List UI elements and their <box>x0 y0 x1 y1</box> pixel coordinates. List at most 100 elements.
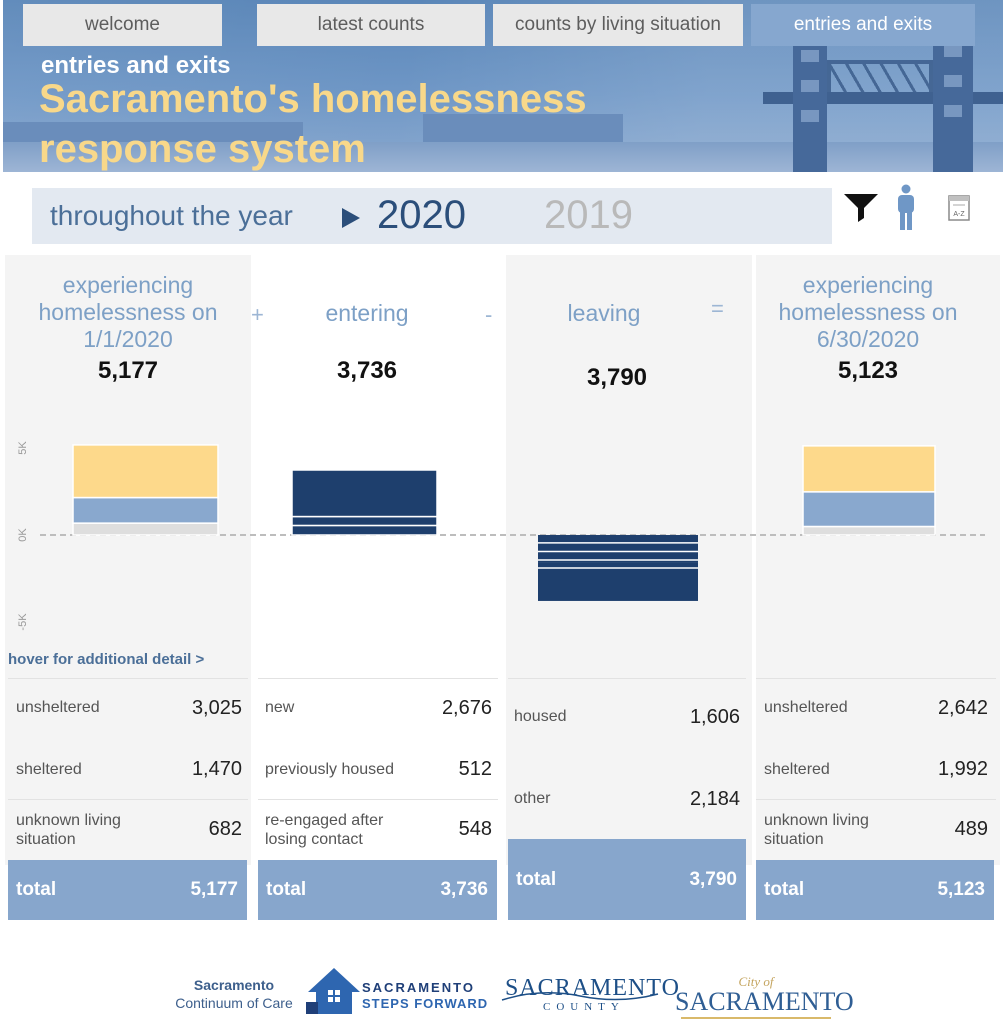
plus-operator: + <box>251 302 264 327</box>
panel-end-population <box>756 255 1000 865</box>
bar-entering-re-engaged-after-losing-contact <box>291 524 438 536</box>
county-word: COUNTY <box>543 1001 625 1013</box>
row-value-re-engaged: 548 <box>458 818 492 840</box>
banner-water <box>3 142 1003 172</box>
page-title: Sacramento's homelessness response syste… <box>39 77 587 171</box>
row-value-previously-housed: 512 <box>458 758 492 780</box>
banner-skyline <box>3 122 303 144</box>
county-swoosh-icon <box>501 992 659 1001</box>
total-value: 5,177 <box>190 879 238 900</box>
coc-line2: Continuum of Care <box>175 995 293 1011</box>
city-name: SACRAMENTO <box>675 987 854 1016</box>
bar-sheltered-start <box>72 496 219 524</box>
row-value-unsheltered-end: 2,642 <box>937 697 988 719</box>
row-label-unknown-end: unknown living situation <box>764 812 869 848</box>
row-label-other: other <box>514 790 551 807</box>
row-value-unsheltered: 3,025 <box>191 697 242 719</box>
row-label-previously-housed: previously housed <box>265 761 394 778</box>
row-label-sheltered-end: sheltered <box>764 761 830 778</box>
bar-leaving-other <box>538 562 698 601</box>
divider <box>258 678 498 679</box>
row-label-housed: housed <box>514 708 567 725</box>
total-label: total <box>516 869 557 890</box>
coc-line1: Sacramento <box>193 977 275 993</box>
panel-value-end: 5,123 <box>837 357 899 384</box>
tab-counts-by-living-situation[interactable]: counts by living situation <box>493 4 743 46</box>
page-subtitle: entries and exits <box>41 52 231 79</box>
total-row-start: total 5,177 <box>8 860 247 920</box>
row-label-new: new <box>265 699 295 716</box>
coc-logo: Sacramento Continuum of Care <box>160 976 308 1012</box>
bar-unknown-living-situation-start <box>72 522 219 536</box>
row-value-unknown: 682 <box>208 818 242 840</box>
year-2019-button[interactable]: 2019 <box>544 193 633 237</box>
panel-title-leaving: leaving <box>567 300 641 326</box>
panel-start-population <box>5 255 251 865</box>
row-label-unknown: unknown living situation <box>16 812 121 848</box>
ssf-line1: SACRAMENTO <box>362 980 475 995</box>
total-row-entering: total 3,736 <box>258 860 497 920</box>
bar-unsheltered-end <box>802 445 936 493</box>
y-tick-label: -5K <box>17 613 29 631</box>
divider <box>8 678 248 679</box>
total-row-end: total 5,123 <box>756 860 994 920</box>
total-value: 5,123 <box>937 879 985 900</box>
divider <box>258 799 498 800</box>
total-label: total <box>266 879 307 900</box>
steps-forward-house-icon <box>306 968 360 1014</box>
divider <box>756 799 996 800</box>
filter-icon[interactable] <box>843 192 879 224</box>
city-of-label: City of <box>738 974 774 989</box>
row-value-unknown-end: 489 <box>954 818 988 840</box>
row-value-other: 2,184 <box>689 788 740 810</box>
row-value-sheltered-end: 1,992 <box>937 758 988 780</box>
bridge-truss <box>827 60 933 94</box>
equals-operator: = <box>711 296 724 321</box>
tab-welcome[interactable]: welcome <box>23 4 222 46</box>
bar-entering-previously-housed <box>291 515 438 527</box>
bar-leaving-housed <box>538 535 698 563</box>
y-tick-label: 0K <box>17 528 29 542</box>
divider <box>8 799 248 800</box>
row-value-new: 2,676 <box>441 697 492 719</box>
panel-value-start: 5,177 <box>97 357 159 384</box>
divider <box>756 678 996 679</box>
row-value-housed: 1,606 <box>689 706 740 728</box>
total-label: total <box>16 879 57 900</box>
bridge-tower <box>793 30 827 172</box>
row-label-unsheltered: unsheltered <box>16 699 100 716</box>
total-label: total <box>764 879 805 900</box>
panel-value-entering: 3,736 <box>336 357 398 384</box>
svg-text:A-Z: A-Z <box>953 211 965 218</box>
panel-title-start: experiencing homelessness on 1/1/2020 <box>38 272 218 352</box>
total-value: 3,736 <box>440 879 488 900</box>
bar-entering-new <box>291 469 438 518</box>
row-label-sheltered: sheltered <box>16 761 82 778</box>
year-selector: throughout the year 2020 2019 <box>32 188 832 244</box>
period-label: throughout the year <box>50 200 293 231</box>
steps-forward-logo: SACRAMENTO STEPS FORWARD <box>362 980 488 1012</box>
total-value: 3,790 <box>689 869 737 890</box>
row-label-unsheltered-end: unsheltered <box>764 699 848 716</box>
y-tick-label: 5K <box>17 441 29 455</box>
total-row-leaving: total 3,790 <box>508 839 746 920</box>
row-label-re-engaged: re-engaged after losing contact <box>265 812 384 848</box>
ssf-line2: STEPS FORWARD <box>362 996 489 1011</box>
panel-title-end: experiencing homelessness on 6/30/2020 <box>778 272 958 352</box>
person-icon[interactable] <box>894 184 918 232</box>
panel-value-leaving: 3,790 <box>586 364 648 391</box>
hover-detail-link[interactable]: hover for additional detail > <box>8 651 205 668</box>
banner-skyline <box>423 114 623 144</box>
bar-unsheltered-start <box>72 444 219 499</box>
bar-sheltered-end <box>802 491 936 528</box>
city-logo: City of SACRAMENTO <box>675 974 854 1019</box>
row-value-sheltered: 1,470 <box>191 758 242 780</box>
tab-entries-and-exits[interactable]: entries and exits <box>751 4 975 46</box>
year-2020-button[interactable]: 2020 <box>377 193 466 237</box>
sort-az-icon[interactable]: A-Z <box>947 194 971 222</box>
divider <box>508 678 746 679</box>
tab-bar: welcome latest counts counts by living s… <box>23 4 1003 46</box>
panel-title-entering: entering <box>325 300 409 326</box>
tab-latest-counts[interactable]: latest counts <box>257 4 485 46</box>
